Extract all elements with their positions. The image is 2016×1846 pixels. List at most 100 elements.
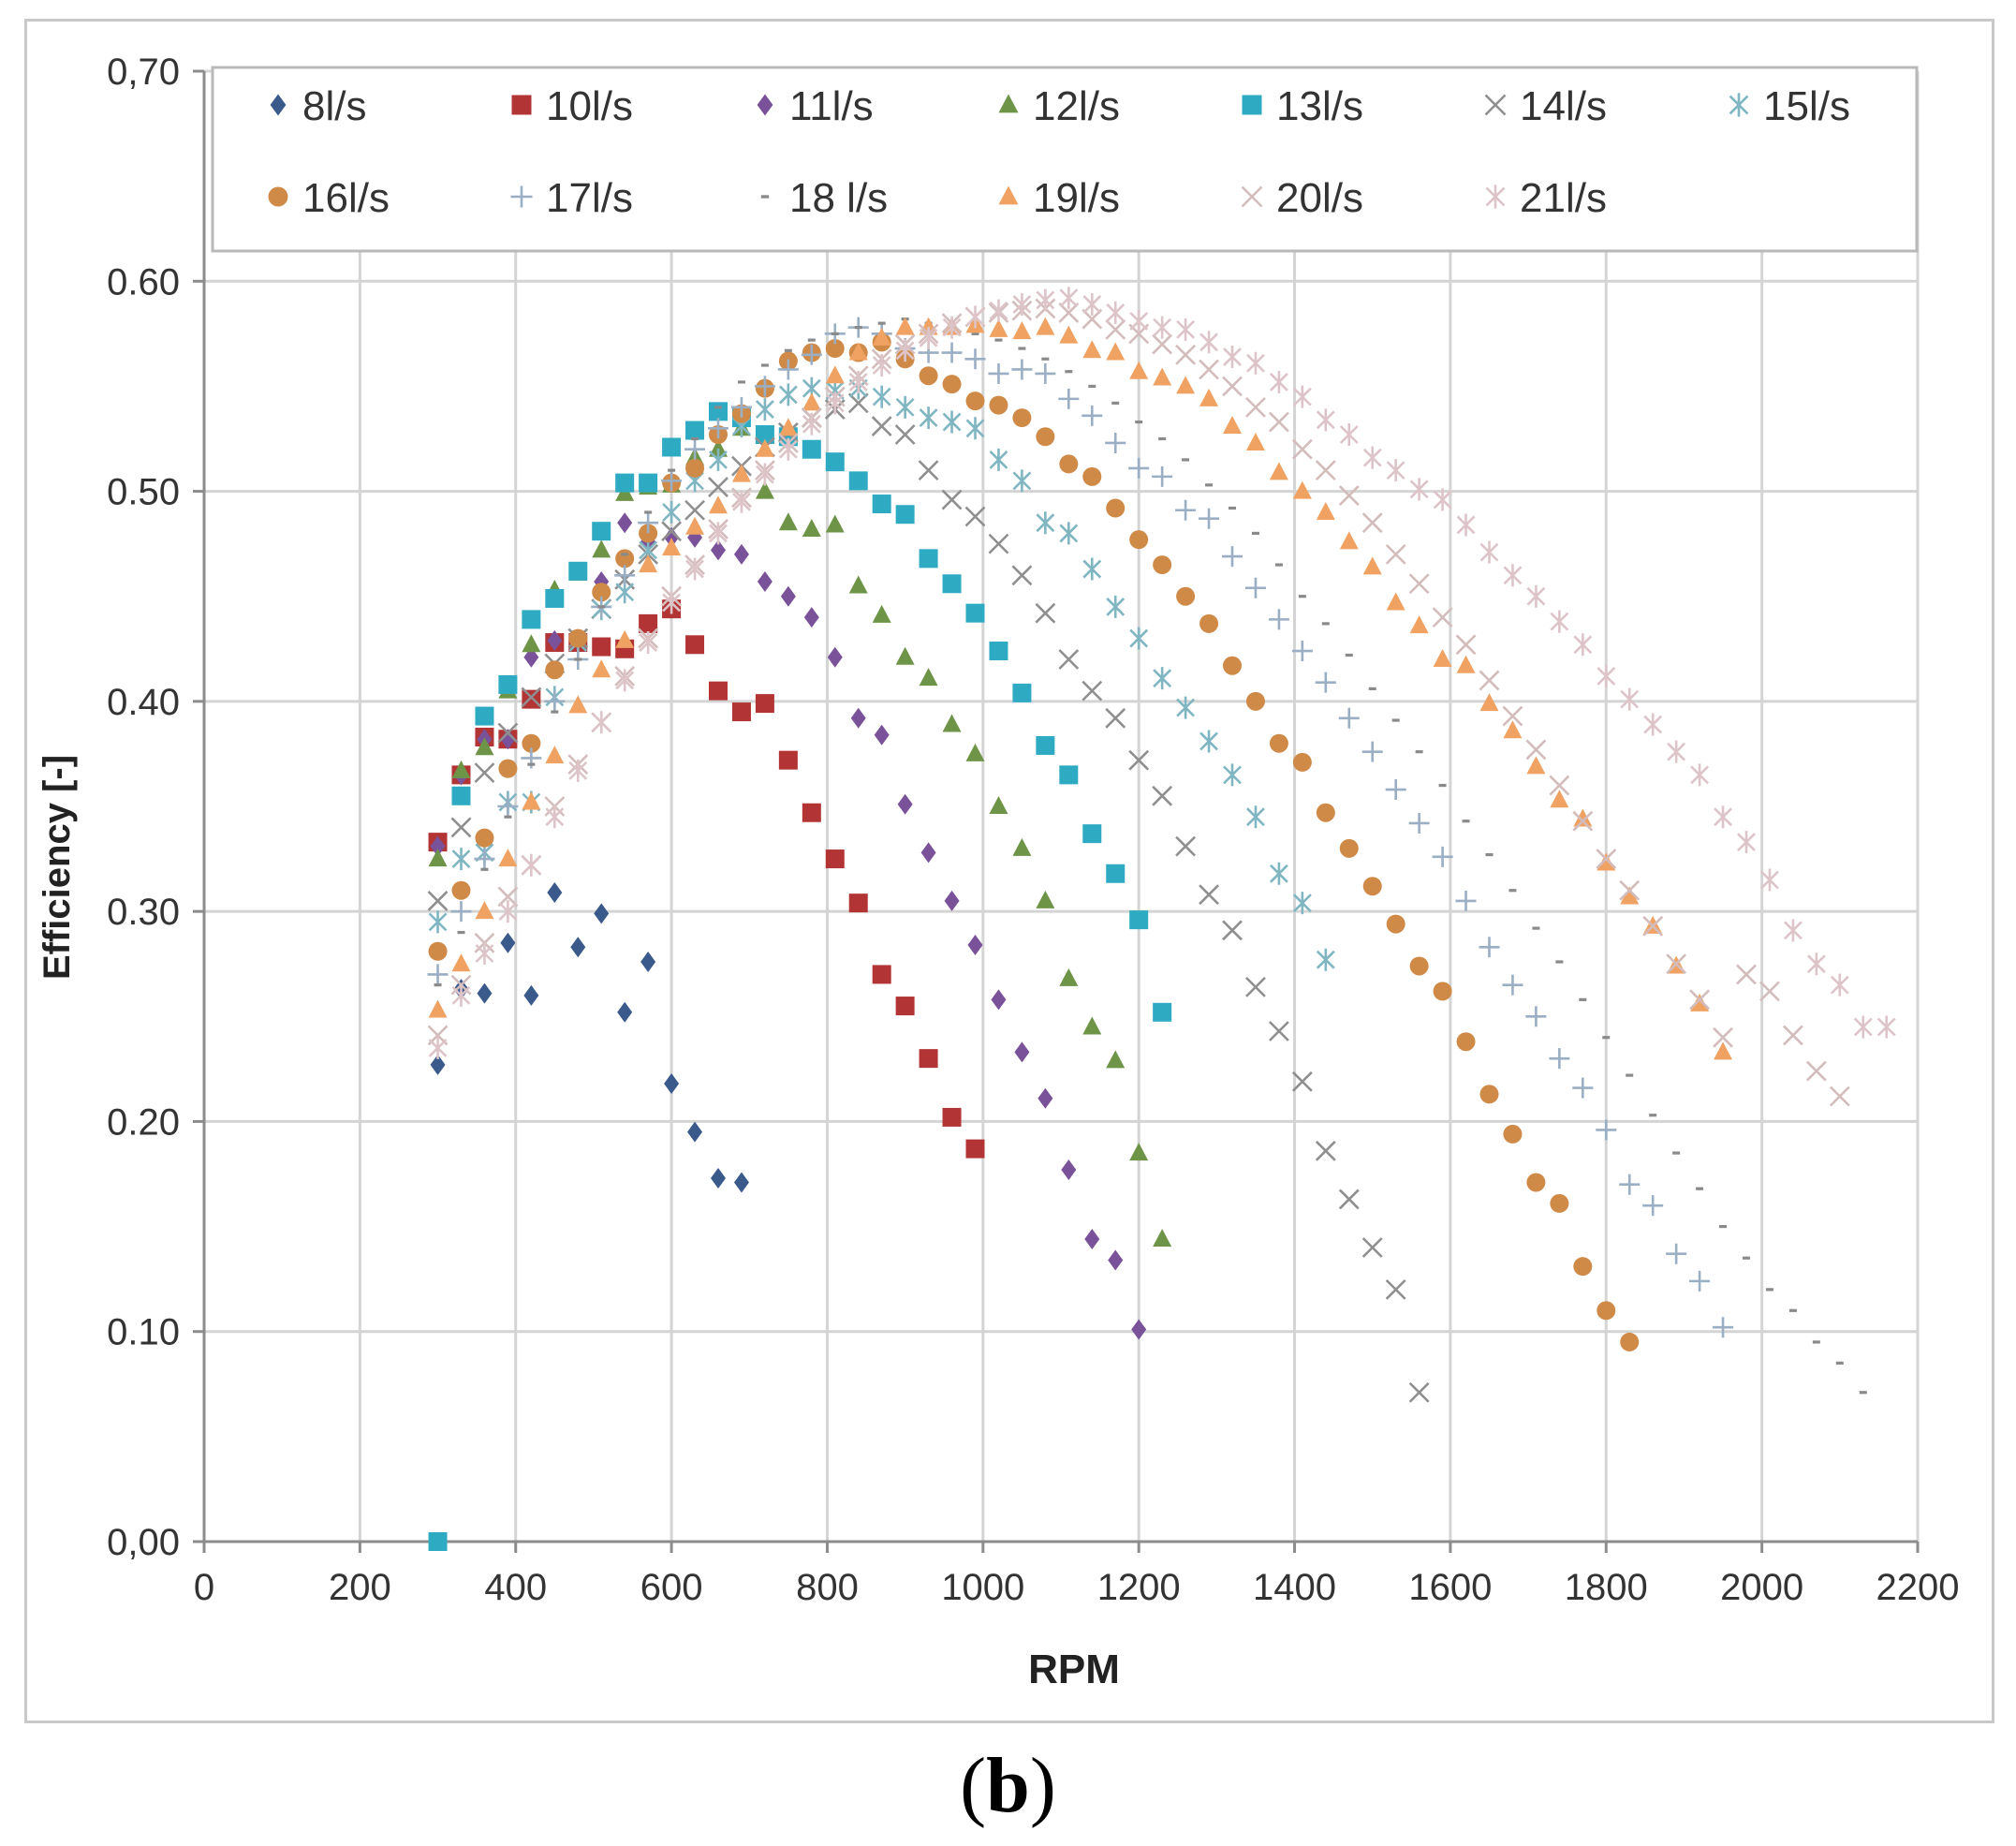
point-3-24 <box>989 796 1008 814</box>
point-8-36 <box>1268 609 1289 630</box>
point-0-11 <box>687 1121 703 1143</box>
point-12-20 <box>895 339 915 362</box>
point-9-6 <box>574 657 582 661</box>
point-3-29 <box>1106 1050 1126 1069</box>
point-10-4 <box>522 791 541 810</box>
point-7-38 <box>1316 803 1335 822</box>
point-10-33 <box>1199 388 1219 406</box>
point-2-12 <box>711 539 726 561</box>
point-0-10 <box>664 1073 680 1095</box>
point-4-21 <box>919 549 938 569</box>
point-5-33 <box>1199 884 1219 906</box>
point-9-45 <box>1485 852 1494 857</box>
point-10-12 <box>709 495 728 514</box>
point-7-50 <box>1597 1301 1616 1321</box>
point-12-3 <box>498 900 518 923</box>
point-11-60 <box>1829 1085 1850 1107</box>
point-7-29 <box>1106 498 1126 518</box>
point-7-43 <box>1433 982 1452 1001</box>
point-12-54 <box>1690 763 1710 787</box>
point-9-54 <box>1696 1187 1704 1190</box>
point-9-60 <box>1835 1361 1844 1365</box>
point-5-22 <box>941 489 963 510</box>
point-7-36 <box>1269 733 1288 753</box>
point-10-1 <box>451 953 471 972</box>
x-tick-label-7: 1400 <box>1253 1567 1336 1608</box>
point-9-57 <box>1765 1288 1773 1292</box>
figure-caption: (b) <box>960 1742 1056 1829</box>
point-7-25 <box>1012 408 1032 428</box>
point-3-23 <box>965 743 985 761</box>
point-1-23 <box>965 1139 985 1159</box>
point-6-19 <box>872 385 891 408</box>
point-7-23 <box>965 391 985 411</box>
x-tick-label-5: 1000 <box>941 1567 1024 1608</box>
point-12-28 <box>1082 292 1102 316</box>
point-12-37 <box>1292 385 1312 408</box>
point-11-58 <box>1782 1025 1803 1046</box>
point-12-51 <box>1620 687 1640 711</box>
series-15l-per-s <box>428 377 1335 971</box>
y-tick-label-6: 0.60 <box>107 261 180 303</box>
point-11-37 <box>1291 438 1313 460</box>
point-5-40 <box>1361 1237 1383 1258</box>
legend-marker-12 <box>1485 185 1506 209</box>
point-8-23 <box>964 348 986 370</box>
legend-label-0: 8l/s <box>302 83 366 129</box>
point-1-21 <box>919 1049 938 1069</box>
point-10-8 <box>615 629 635 648</box>
point-6-26 <box>1036 511 1055 535</box>
point-8-40 <box>1361 741 1383 762</box>
point-8-16 <box>801 344 822 365</box>
point-7-39 <box>1339 838 1359 858</box>
legend-label-8: 17l/s <box>546 175 633 221</box>
point-4-23 <box>965 603 985 623</box>
point-12-35 <box>1246 351 1265 375</box>
point-6-23 <box>965 417 985 440</box>
point-2-19 <box>874 724 890 746</box>
point-5-29 <box>1105 707 1126 729</box>
point-5-35 <box>1245 976 1266 997</box>
point-2-23 <box>967 935 983 956</box>
point-7-3 <box>498 759 518 778</box>
point-12-49 <box>1573 633 1593 657</box>
legend-label-11: 20l/s <box>1276 175 1363 221</box>
point-8-8 <box>614 565 636 586</box>
point-11-27 <box>1058 303 1080 323</box>
y-axis-title: Efficiency [-] <box>37 755 78 980</box>
y-tick-label-2: 0.20 <box>107 1101 180 1143</box>
series-10l-per-s <box>428 599 985 1159</box>
point-5-31 <box>1152 785 1173 806</box>
point-10-29 <box>1106 342 1126 361</box>
point-3-12 <box>709 438 728 457</box>
point-8-35 <box>1244 577 1266 598</box>
point-9-11 <box>691 436 699 441</box>
point-12-16 <box>802 412 821 436</box>
point-4-19 <box>872 495 891 514</box>
point-7-46 <box>1503 1124 1523 1144</box>
point-7-22 <box>942 375 962 394</box>
point-12-38 <box>1316 408 1335 432</box>
point-2-25 <box>1014 1041 1030 1063</box>
point-12-21 <box>919 326 938 349</box>
point-10-15 <box>778 418 798 436</box>
point-9-14 <box>760 363 769 367</box>
point-3-1 <box>451 760 471 778</box>
point-11-32 <box>1175 344 1197 365</box>
point-8-45 <box>1479 937 1500 958</box>
point-0-8 <box>617 1001 633 1023</box>
point-2-5 <box>547 629 563 651</box>
legend-marker-6 <box>1729 93 1749 117</box>
point-10-31 <box>1153 367 1172 386</box>
x-tick-label-2: 400 <box>484 1567 547 1608</box>
point-10-32 <box>1176 376 1196 394</box>
point-1-4 <box>522 689 541 709</box>
point-12-1 <box>451 983 471 1007</box>
point-8-27 <box>1058 388 1080 409</box>
point-10-40 <box>1362 556 1382 575</box>
point-11-53 <box>1666 953 1687 975</box>
point-6-20 <box>895 395 915 419</box>
point-9-13 <box>737 380 745 384</box>
point-5-41 <box>1385 1278 1406 1300</box>
point-4-2 <box>475 706 494 726</box>
